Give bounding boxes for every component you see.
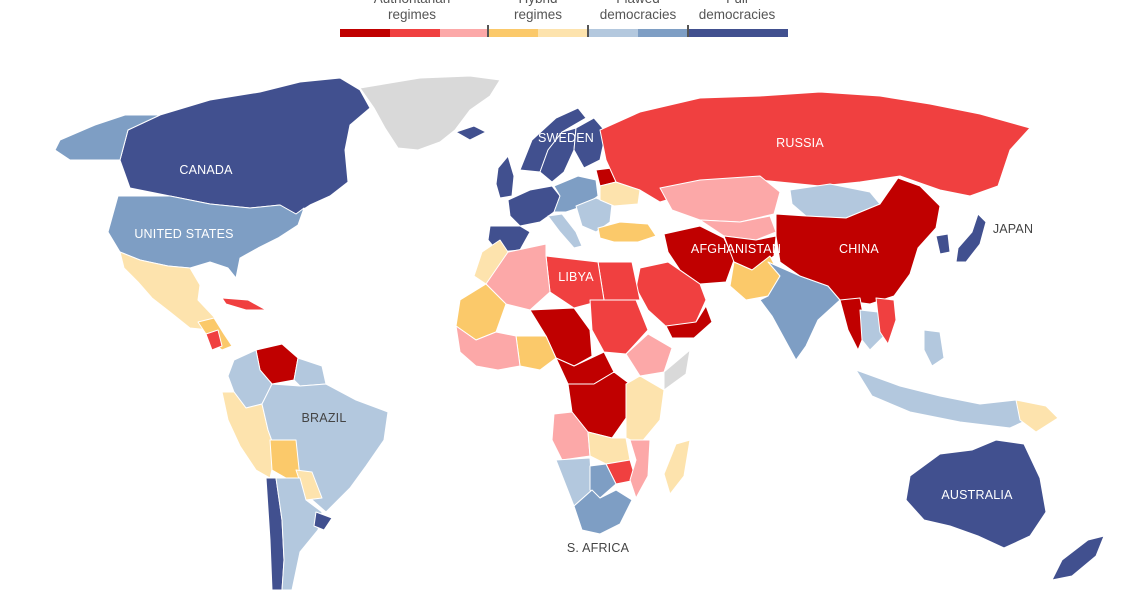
country-zambia-region: [587, 431, 631, 465]
country-greenland: [359, 75, 501, 151]
legend-swatch-authoritarian-light: [440, 29, 488, 37]
country-morocco: [473, 239, 509, 285]
label-united-states: UNITED STATES: [134, 227, 233, 241]
country-china: [775, 177, 941, 305]
country-russia: [599, 91, 1031, 203]
country-south-africa: [573, 489, 633, 535]
label-afghanistan: AFGHANISTAN: [691, 242, 781, 256]
label-japan: JAPAN: [993, 222, 1033, 236]
legend-label-full: Full democracies: [698, 0, 776, 22]
legend-swatch-full: [688, 29, 788, 37]
country-iran: [663, 225, 735, 285]
country-uk: [495, 155, 515, 199]
legend-swatch-authoritarian-dark: [340, 29, 390, 37]
legend-swatch-hybrid-dark: [488, 29, 538, 37]
label-brazil: BRAZIL: [302, 411, 347, 425]
legend-swatch-hybrid-light: [538, 29, 588, 37]
country-balkans: [575, 197, 613, 233]
country-finland: [573, 117, 607, 169]
country-canada: [119, 77, 371, 215]
country-turkey: [597, 221, 657, 243]
country-japan: [955, 213, 987, 263]
country-kenya-tanzania: [625, 375, 665, 445]
legend-divider: [587, 25, 589, 37]
label-south-africa: S. AFRICA: [567, 541, 630, 555]
legend-divider: [487, 25, 489, 37]
country-yemen: [665, 305, 713, 339]
label-russia: RUSSIA: [776, 136, 824, 150]
legend-divider: [687, 25, 689, 37]
legend: Authoritarian regimes Hybrid regimes Fla…: [0, 0, 1128, 40]
label-china: CHINA: [839, 242, 879, 256]
country-madagascar: [663, 439, 691, 495]
label-australia: AUSTRALIA: [941, 488, 1013, 502]
legend-label-authoritarian: Authoritarian regimes: [374, 0, 451, 22]
country-italy: [547, 213, 583, 249]
legend-swatch-flawed-light: [588, 29, 638, 37]
country-philippines: [923, 329, 945, 367]
legend-swatch-flawed-dark: [638, 29, 688, 37]
legend-label-flawed: Flawed democracies: [599, 0, 677, 22]
country-somalia: [663, 349, 691, 391]
country-uruguay: [313, 511, 333, 531]
country-bolivia: [269, 439, 301, 479]
country-australia: [905, 439, 1047, 549]
legend-swatch-authoritarian-mid: [390, 29, 440, 37]
country-ethiopia: [625, 333, 673, 377]
country-guianas: [293, 357, 327, 387]
country-kazakhstan: [659, 175, 781, 223]
country-south-korea: [935, 233, 951, 255]
country-nicaragua: [205, 329, 223, 351]
country-indonesia: [855, 369, 1037, 429]
country-papua-new-guinea: [1015, 399, 1059, 433]
country-argentina: [275, 477, 323, 591]
label-sweden: SWEDEN: [538, 131, 594, 145]
country-cuba: [221, 297, 267, 311]
country-iceland: [455, 125, 487, 141]
country-new-zealand: [1051, 535, 1105, 581]
country-egypt: [597, 261, 641, 301]
country-mozambique: [629, 439, 651, 499]
country-alaska: [54, 114, 161, 161]
country-vietnam: [875, 297, 897, 345]
country-west-africa: [455, 325, 521, 371]
country-thailand: [859, 309, 885, 351]
label-canada: CANADA: [179, 163, 233, 177]
label-libya: LIBYA: [558, 270, 594, 284]
country-botswana: [589, 463, 617, 499]
legend-label-hybrid: Hybrid regimes: [513, 0, 563, 22]
